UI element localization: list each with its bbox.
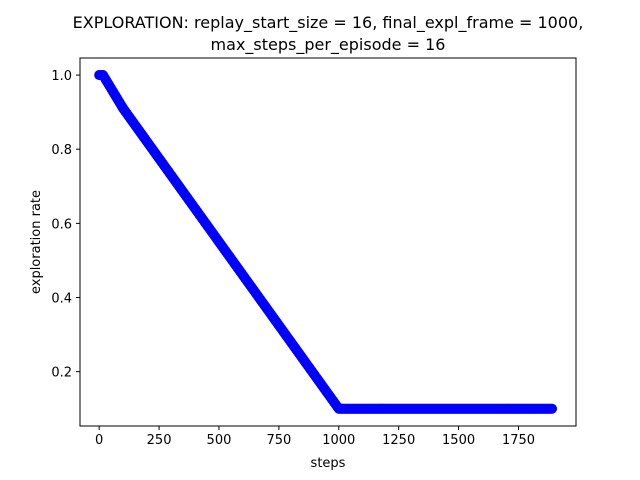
- x-tick-label: 0: [95, 433, 103, 448]
- x-tick-label: 500: [207, 433, 232, 448]
- y-tick-label: 0.4: [51, 292, 72, 307]
- y-axis: 0.2 0.4 0.6 0.8 1.0: [51, 69, 80, 381]
- x-tick-label: 1000: [322, 433, 355, 448]
- y-axis-label: exploration rate: [29, 190, 44, 294]
- y-tick-label: 0.6: [51, 217, 72, 232]
- plot-marks: [94, 70, 558, 414]
- x-axis: 0 250 500 750 1000 1250 1500 1750: [95, 426, 535, 448]
- chart-title: EXPLORATION: replay_start_size = 16, fin…: [73, 13, 584, 33]
- data-point: [547, 403, 558, 414]
- x-tick-label: 1750: [502, 433, 535, 448]
- y-tick-label: 0.8: [51, 143, 72, 158]
- y-tick-label: 1.0: [51, 69, 72, 84]
- plot-area: [79, 57, 577, 427]
- x-tick-label: 1250: [382, 433, 415, 448]
- y-tick-label: 0.2: [51, 366, 72, 381]
- x-tick-label: 1500: [442, 433, 475, 448]
- chart-subtitle: max_steps_per_episode = 16: [211, 35, 446, 55]
- x-tick-label: 250: [147, 433, 172, 448]
- x-axis-label: steps: [311, 456, 346, 471]
- x-tick-label: 750: [266, 433, 291, 448]
